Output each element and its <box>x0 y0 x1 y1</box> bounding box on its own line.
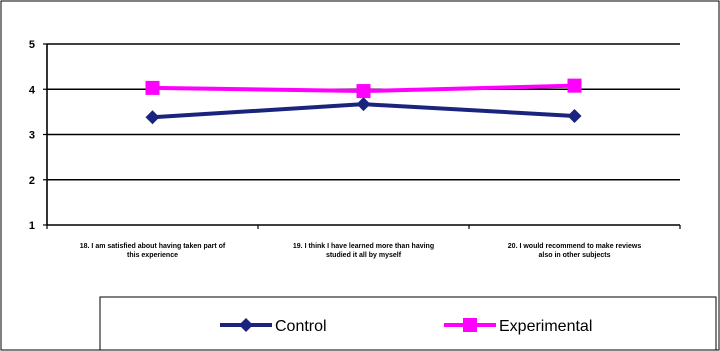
legend-control-marker <box>239 318 253 332</box>
y-tick-label: 4 <box>29 84 36 96</box>
x-tick-label: 20. I would recommend to make reviews als… <box>508 243 642 259</box>
control-point <box>145 110 160 125</box>
experimental-point <box>567 78 582 93</box>
y-tick-label: 3 <box>29 130 35 142</box>
legend-experimental-label: Experimental <box>499 318 592 335</box>
experimental-point <box>356 84 371 99</box>
legend-control-label: Control <box>275 318 327 335</box>
legend: Control Experimental <box>99 296 717 351</box>
control-point <box>567 108 582 123</box>
y-tick-label: 5 <box>29 39 35 51</box>
x-tick-label: 19. I think I have learned more than hav… <box>293 243 434 259</box>
legend-experimental-marker <box>463 318 477 332</box>
control-point <box>356 97 371 112</box>
y-tick-label: 1 <box>29 220 35 232</box>
experimental-point <box>145 80 160 95</box>
x-tick-label: 18. I am satisfied about having taken pa… <box>80 243 226 259</box>
y-tick-label: 2 <box>29 175 35 187</box>
legend-box <box>99 296 717 351</box>
